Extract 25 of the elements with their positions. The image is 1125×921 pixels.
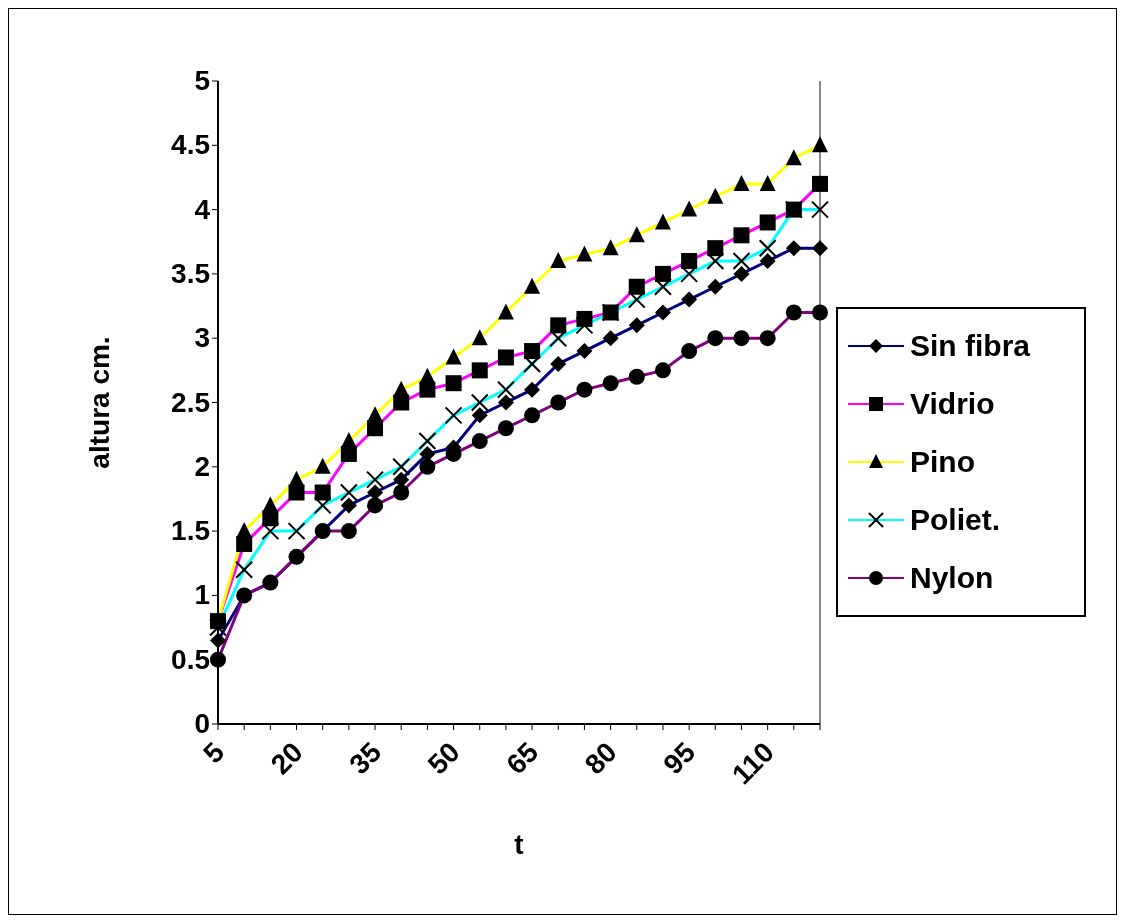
y-tick-label: 1 — [194, 579, 210, 611]
legend-label: Poliet. — [910, 502, 1001, 537]
y-tick-label: 5 — [194, 65, 210, 96]
x-tick-label: 50 — [421, 736, 466, 781]
legend-label: Sin fibra — [910, 328, 1031, 363]
x-tick-label: 20 — [264, 736, 309, 781]
y-tick-label: 1.5 — [171, 515, 210, 547]
y-tick-label: 4 — [194, 193, 211, 225]
x-axis-title: t — [514, 829, 524, 860]
legend-label: Pino — [910, 444, 975, 479]
y-tick-label: 3 — [194, 322, 210, 354]
y-axis-title: altura cm. — [83, 336, 115, 469]
y-tick-label: 2 — [194, 450, 210, 482]
y-tick-label: 4.5 — [171, 129, 210, 161]
legend-label: Vidrio — [910, 386, 995, 421]
legend-label: Nylon — [910, 560, 994, 595]
x-tick-label: 65 — [500, 736, 545, 781]
x-tick-label: 80 — [578, 736, 623, 781]
y-tick-label: 3.5 — [171, 257, 210, 289]
y-tick-label: 0 — [194, 708, 210, 739]
x-tick-label: 110 — [726, 736, 780, 791]
y-tick-label: 2.5 — [171, 386, 210, 418]
x-tick-label: 35 — [343, 736, 388, 781]
y-tick-label: 0.5 — [171, 643, 210, 675]
x-tick-label: 95 — [657, 736, 702, 781]
